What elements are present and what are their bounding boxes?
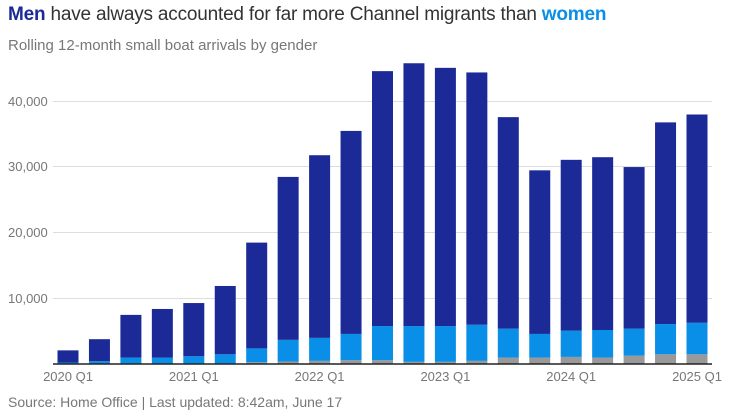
bar-segment-women [592,329,614,358]
bar-segment-women [309,337,331,361]
bar-segment-women [403,326,425,362]
title-middle: have always accounted for far more Chann… [45,4,542,25]
bar-segment-unknown [655,354,677,364]
bar-segment-men [560,159,582,331]
bar-segment-women [183,356,205,364]
bar-stack [277,176,299,364]
bar-segment-men [151,308,173,358]
x-tick-label: 2025 Q1 [672,369,722,384]
x-tick-label: 2021 Q1 [169,369,219,384]
bar-segment-men [214,285,236,355]
bar-segment-unknown [434,361,456,364]
bar-stack [309,155,331,364]
x-tick-label: 2023 Q1 [420,369,470,384]
bar-segment-men [592,157,614,330]
bar-segment-unknown [277,361,299,364]
bar-segment-men [403,63,425,327]
bar-stack [88,339,110,364]
bar-segment-men [529,170,551,334]
bar-segment-unknown [560,356,582,364]
bar-segment-men [120,314,142,358]
bar-segment-women [340,333,362,361]
bar-stack [403,63,425,364]
bar-segment-women [655,324,677,355]
bar-stack [246,242,268,364]
bar-segment-men [497,117,519,329]
bar-segment-women [686,322,708,355]
bars [57,63,708,364]
title-men-word: Men [8,4,46,25]
bar-segment-women [57,362,79,364]
x-tick-label: 2022 Q1 [295,369,345,384]
bar-segment-men [686,114,708,323]
bar-stack [466,72,488,364]
bar-stack [340,130,362,364]
bar-segment-men [88,339,110,362]
bar-segment-women [372,326,393,361]
bar-stack [560,159,582,364]
bar-segment-unknown [529,357,551,364]
bar-stack [497,117,519,364]
chart-subtitle: Rolling 12-month small boat arrivals by … [8,37,318,54]
bar-segment-women [246,348,268,363]
y-tick-label: 20,000 [8,225,48,240]
bar-stack [529,170,551,364]
bar-segment-unknown [497,357,519,364]
bar-segment-women [151,357,173,364]
y-tick-label: 30,000 [8,159,48,174]
bar-segment-unknown [309,360,331,364]
bar-segment-women [88,361,110,364]
bar-segment-women [277,339,299,362]
bar-segment-men [246,242,268,349]
bar-stack [120,314,142,364]
x-tick-labels: 2020 Q1 2021 Q1 2022 Q1 2023 Q1 2024 Q1 2025 … [43,369,722,384]
bar-segment-women [466,324,488,361]
bar-segment-women [529,333,551,358]
bar-stack [214,285,236,364]
x-tick-label: 2024 Q1 [546,369,596,384]
bar-stack [57,350,79,364]
bar-stack [592,157,614,364]
bar-stack [434,67,456,364]
bar-stack [183,303,205,364]
bar-segment-unknown [466,360,488,364]
bar-segment-men [623,167,645,329]
bar-segment-women [434,326,456,362]
bar-stack [151,308,173,364]
bar-segment-women [497,328,519,358]
bar-segment-unknown [246,362,268,364]
bar-segment-unknown [686,354,708,364]
bar-segment-women [214,354,236,364]
x-tick-label: 2020 Q1 [43,369,93,384]
bar-segment-unknown [403,361,425,364]
bar-segment-women [120,357,142,364]
y-tick-label: 10,000 [8,291,48,306]
y-tick-label: 40,000 [8,94,48,109]
bar-stack [655,122,677,364]
bar-segment-men [277,176,299,340]
bar-segment-men [57,350,79,363]
bar-segment-men [655,122,677,325]
source-note: Source: Home Office | Last updated: 8:42… [8,394,343,410]
title-women-word: women [541,4,607,25]
bar-segment-men [434,67,456,327]
bar-segment-men [340,130,362,334]
bar-segment-unknown [592,357,614,364]
bar-segment-men [466,72,488,325]
chart-title: Men have always accounted for far more C… [8,4,606,26]
bar-segment-unknown [340,360,362,364]
bar-stack [372,71,393,364]
bar-segment-unknown [623,355,645,364]
bar-segment-men [183,303,205,357]
bar-segment-unknown [372,360,393,364]
bar-segment-women [560,330,582,357]
bar-segment-women [623,328,645,356]
bar-stack [623,167,645,364]
bar-segment-men [309,155,331,338]
bar-stack [686,114,708,364]
bar-segment-men [372,71,393,327]
